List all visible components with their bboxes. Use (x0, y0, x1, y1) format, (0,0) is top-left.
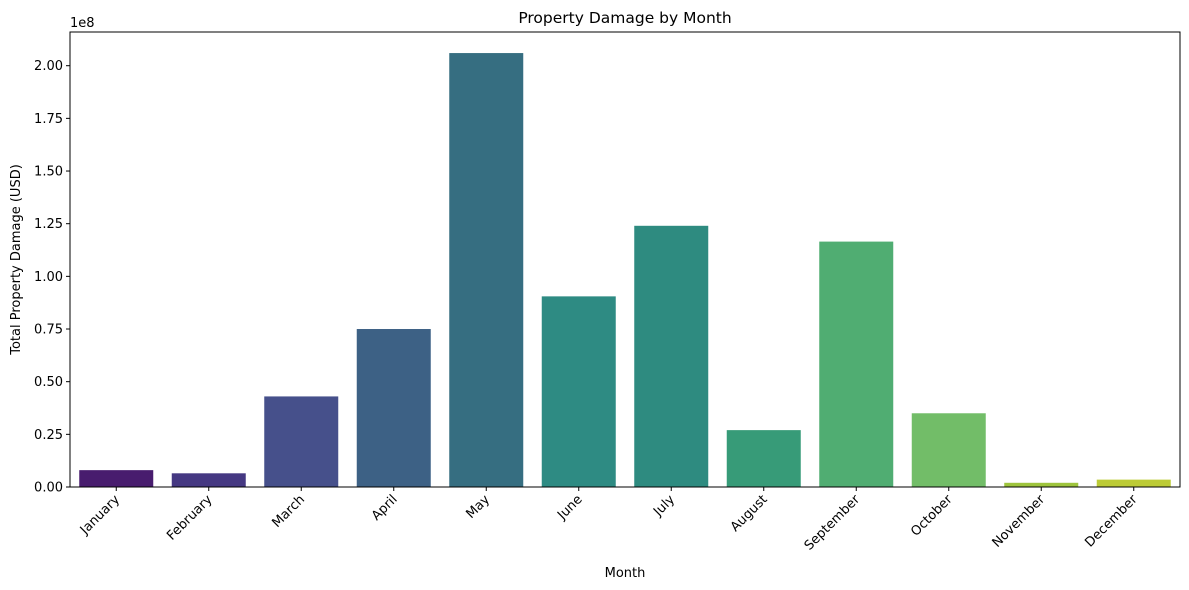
y-tick-label: 1.75 (34, 112, 63, 127)
bar-march (264, 396, 339, 487)
x-tick-label: December (1082, 492, 1141, 551)
x-tick-label: May (463, 492, 493, 522)
x-tick-label: August (728, 492, 771, 535)
y-offset-label: 1e8 (70, 16, 95, 31)
x-tick-label: November (990, 492, 1049, 551)
y-axis: 0.00 0.25 0.50 0.75 1.00 1.25 1.50 1.75 2.00 (34, 59, 70, 496)
x-tick-label: January (77, 492, 123, 538)
x-tick-label: July (650, 492, 678, 520)
bar-june (541, 296, 616, 487)
bar-november (1004, 482, 1079, 487)
bar-february (171, 473, 246, 487)
chart-title: Property Damage by Month (518, 9, 731, 27)
x-tick-label: February (164, 492, 216, 544)
bar-july (634, 225, 709, 487)
y-tick-label: 1.50 (34, 165, 63, 180)
y-tick-label: 0.75 (34, 323, 63, 338)
bar-december (1096, 479, 1171, 487)
plot-frame (69, 31, 1181, 488)
bars-group (79, 53, 1171, 487)
x-tick-label: April (369, 492, 401, 524)
y-tick-label: 1.25 (34, 217, 63, 232)
bar-january (79, 470, 154, 487)
x-tick-label: March (269, 492, 308, 531)
y-axis-label: Total Property Damage (USD) (9, 164, 24, 356)
x-tick-label: September (802, 492, 864, 554)
y-tick-label: 0.00 (34, 481, 63, 496)
x-axis-label: Month (605, 566, 646, 581)
y-tick-label: 0.50 (34, 375, 63, 390)
bar-april (356, 329, 431, 487)
y-tick-label: 0.25 (34, 428, 63, 443)
bar-october (911, 413, 986, 487)
y-tick-label: 1.00 (34, 270, 63, 285)
bar-may (449, 53, 524, 487)
bar-august (726, 430, 801, 487)
y-tick-label: 2.00 (34, 59, 63, 74)
x-tick-label: October (908, 492, 956, 540)
x-axis: January February March April May June July Augu… (77, 487, 1141, 554)
bar-september (819, 241, 894, 487)
x-tick-label: June (554, 492, 585, 523)
